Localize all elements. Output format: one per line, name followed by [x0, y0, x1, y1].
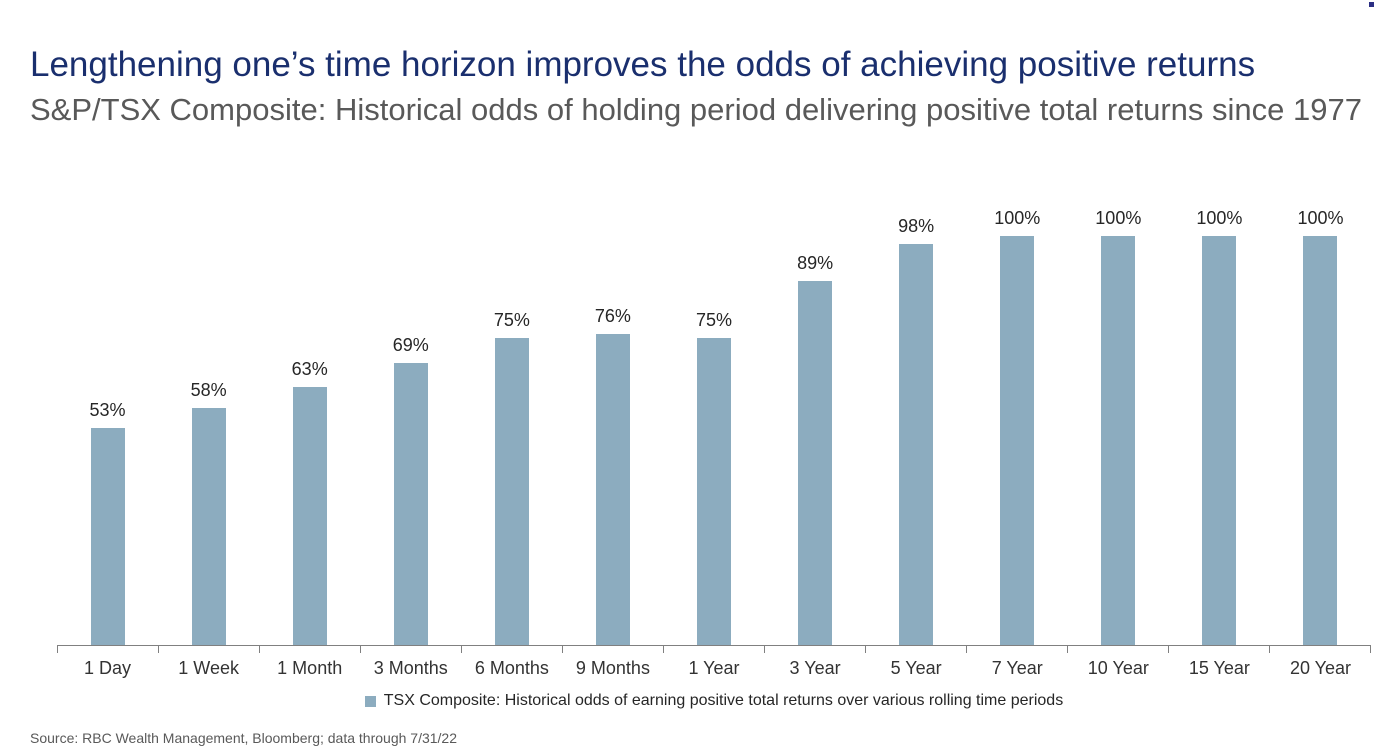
axis-tick-segment: [58, 646, 159, 653]
bar-column: 100%: [1270, 195, 1371, 645]
bar-column: 69%: [360, 195, 461, 645]
bar-value-label: 53%: [89, 400, 126, 420]
axis-tick-segment: [967, 646, 1068, 653]
bar-value-label: 75%: [695, 310, 733, 330]
axis-tick-segment: [361, 646, 462, 653]
bar: [1000, 236, 1035, 645]
x-axis-label: 9 Months: [575, 658, 650, 678]
bar-column: 75%: [663, 195, 764, 645]
x-axis-label: 15 Year: [1188, 658, 1250, 678]
bar-column: 53%: [57, 195, 158, 645]
x-axis-label: 1 Month: [277, 658, 343, 678]
bar-value-label: 100%: [1196, 208, 1243, 228]
axis-tick-segment: [866, 646, 967, 653]
source-note: Source: RBC Wealth Management, Bloomberg…: [30, 730, 457, 746]
x-axis-label: 1 Day: [84, 658, 132, 678]
bar-chart-plot-area: 53% 58% 63% 69% 75% 76% 75% 89% 98% 100% 100% 100% 1…: [57, 195, 1371, 645]
bar-value-label: 75%: [493, 310, 530, 330]
bar-column: 98%: [866, 195, 967, 645]
legend-label: TSX Composite: Historical odds of earnin…: [383, 692, 1064, 709]
axis-tick-segment: [462, 646, 563, 653]
bar-value-label: 100%: [994, 208, 1041, 228]
x-axis-label: 6 Months: [474, 658, 549, 678]
bar-value-label: 89%: [797, 253, 834, 273]
bar-column: 100%: [967, 195, 1068, 645]
bar-column: 89%: [765, 195, 866, 645]
bar: [1101, 236, 1136, 645]
axis-tick-segment: [664, 646, 765, 653]
bar-column: 100%: [1068, 195, 1169, 645]
bar-column: 58%: [158, 195, 259, 645]
x-axis-label: 3 Months: [373, 658, 448, 678]
bar-column: 75%: [461, 195, 562, 645]
axis-tick-segment: [1270, 646, 1371, 653]
axis-tick-segment: [260, 646, 361, 653]
x-axis: [57, 645, 1371, 653]
bar: [1303, 236, 1338, 645]
axis-tick-segment: [765, 646, 866, 653]
bar: [595, 334, 630, 645]
legend-swatch-icon: [364, 695, 376, 707]
axis-tick-segment: [1068, 646, 1169, 653]
bar: [798, 281, 833, 645]
x-axis-label: 3 Year: [789, 658, 841, 678]
bar: [191, 408, 226, 645]
chart-legend: TSX Composite: Historical odds of earnin…: [57, 692, 1371, 710]
page-subtitle: S&P/TSX Composite: Historical odds of ho…: [30, 92, 1362, 127]
bar-value-label: 98%: [898, 216, 935, 236]
bar: [90, 428, 125, 645]
bar-value-label: 76%: [594, 306, 631, 326]
page-title: Lengthening one’s time horizon improves …: [30, 45, 1256, 84]
x-axis-label: 10 Year: [1087, 658, 1149, 678]
bar-value-label: 63%: [291, 359, 328, 379]
bar: [494, 338, 529, 645]
bar: [697, 338, 731, 645]
bar-value-label: 100%: [1297, 208, 1344, 228]
x-axis-label: 7 Year: [991, 658, 1043, 678]
axis-tick-segment: [159, 646, 260, 653]
bar-value-label: 100%: [1095, 208, 1142, 228]
bar-column: 100%: [1169, 195, 1270, 645]
bar: [899, 244, 934, 645]
corner-dot: [1369, 2, 1374, 7]
bar: [393, 363, 428, 645]
bar-column: 76%: [562, 195, 663, 645]
x-axis-label: 5 Year: [890, 658, 942, 678]
x-axis-labels: 1 Day 1 Week 1 Month 3 Months 6 Months 9 Mont…: [57, 658, 1371, 679]
x-axis-label: 1 Year: [688, 658, 740, 678]
x-axis-label: 1 Week: [178, 658, 239, 678]
x-axis-label: 20 Year: [1289, 658, 1352, 678]
bar: [292, 387, 327, 645]
axis-tick-segment: [1169, 646, 1270, 653]
axis-tick-segment: [563, 646, 664, 653]
bar: [1202, 236, 1237, 645]
bar-value-label: 58%: [190, 380, 227, 400]
bar-value-label: 69%: [392, 335, 429, 355]
bar-column: 63%: [259, 195, 360, 645]
